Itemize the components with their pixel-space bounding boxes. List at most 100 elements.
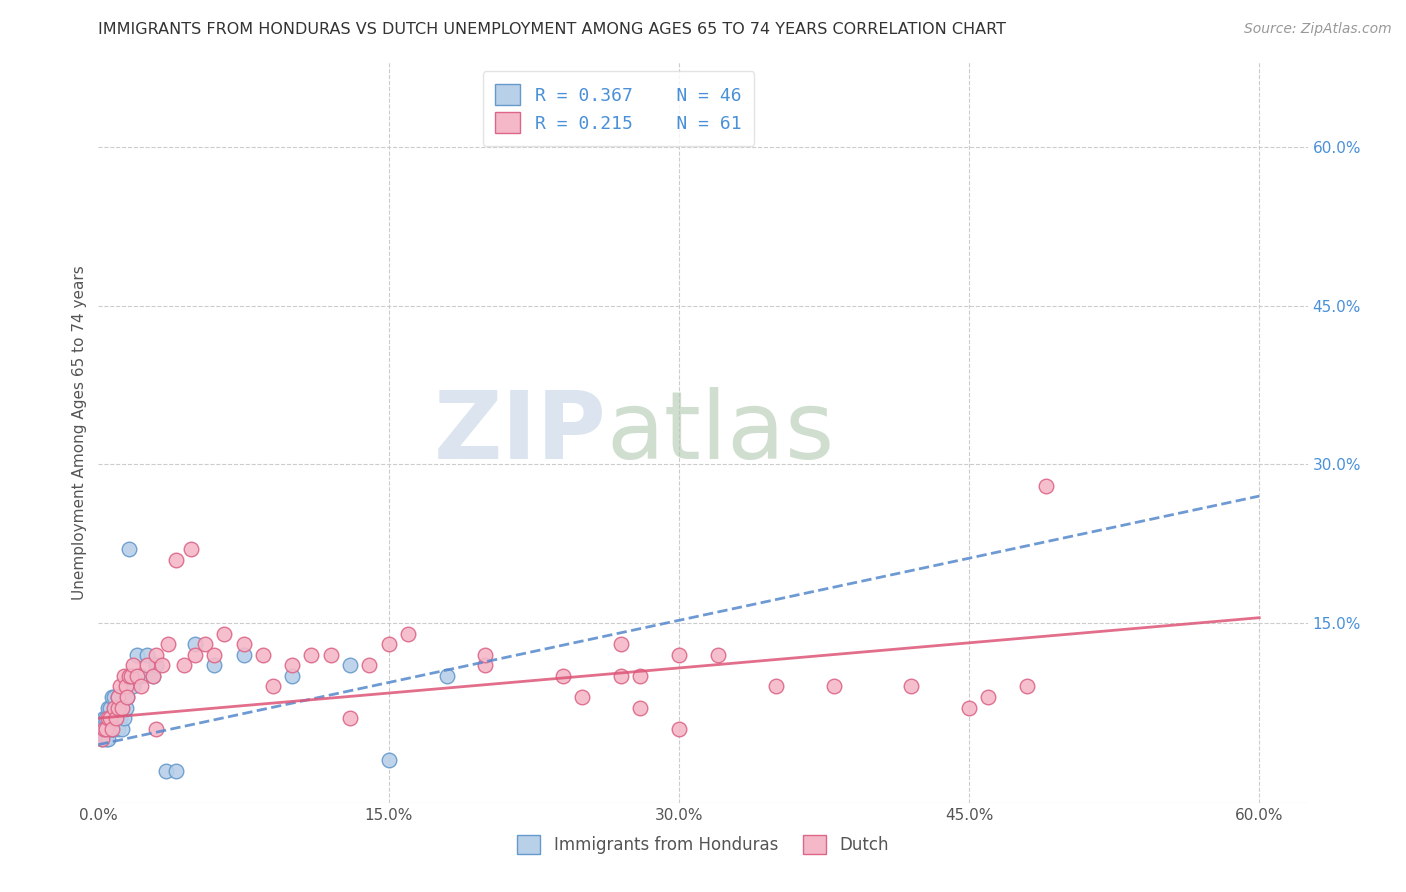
Point — [204, 648, 226, 662]
Point — [120, 669, 142, 683]
Point — [111, 700, 134, 714]
Point — [571, 690, 593, 704]
Point — [114, 700, 136, 714]
Point — [823, 680, 845, 694]
Point — [98, 711, 121, 725]
Point — [107, 722, 129, 736]
Point — [108, 680, 131, 694]
Text: atlas: atlas — [606, 386, 835, 479]
Point — [281, 658, 304, 673]
Point — [135, 658, 157, 673]
Point — [107, 700, 129, 714]
Point — [194, 637, 217, 651]
Point — [184, 637, 207, 651]
Point — [142, 669, 165, 683]
Point — [668, 722, 690, 736]
Point — [98, 722, 121, 736]
Point — [145, 722, 167, 736]
Point — [668, 648, 690, 662]
Point — [977, 690, 1000, 704]
Point — [108, 711, 131, 725]
Point — [103, 700, 125, 714]
Point — [765, 680, 787, 694]
Point — [114, 680, 136, 694]
Point — [359, 658, 381, 673]
Point — [107, 690, 129, 704]
Point — [212, 626, 235, 640]
Point — [145, 658, 167, 673]
Point — [551, 669, 574, 683]
Legend: Immigrants from Honduras, Dutch: Immigrants from Honduras, Dutch — [510, 829, 896, 861]
Point — [117, 690, 139, 704]
Point — [377, 754, 399, 768]
Point — [107, 690, 129, 704]
Point — [1015, 680, 1038, 694]
Point — [96, 722, 118, 736]
Point — [232, 648, 254, 662]
Point — [101, 722, 124, 736]
Point — [474, 658, 496, 673]
Point — [142, 669, 165, 683]
Point — [165, 764, 187, 778]
Point — [97, 711, 120, 725]
Point — [184, 648, 207, 662]
Point — [957, 700, 980, 714]
Point — [96, 711, 118, 725]
Point — [339, 658, 361, 673]
Point — [377, 637, 399, 651]
Point — [204, 658, 226, 673]
Point — [628, 669, 651, 683]
Point — [232, 637, 254, 651]
Point — [436, 669, 458, 683]
Point — [104, 711, 127, 725]
Point — [111, 700, 134, 714]
Point — [165, 552, 187, 566]
Point — [91, 732, 114, 747]
Point — [101, 722, 124, 736]
Point — [396, 626, 419, 640]
Point — [117, 690, 139, 704]
Point — [112, 711, 135, 725]
Point — [118, 669, 141, 683]
Point — [103, 690, 125, 704]
Point — [262, 680, 284, 694]
Point — [97, 700, 120, 714]
Point — [96, 732, 118, 747]
Point — [103, 722, 125, 736]
Point — [120, 669, 142, 683]
Point — [299, 648, 322, 662]
Point — [98, 700, 121, 714]
Point — [145, 648, 167, 662]
Point — [319, 648, 342, 662]
Point — [252, 648, 274, 662]
Point — [93, 711, 115, 725]
Point — [104, 711, 127, 725]
Point — [97, 732, 120, 747]
Point — [112, 669, 135, 683]
Point — [101, 690, 124, 704]
Point — [118, 541, 141, 556]
Point — [628, 700, 651, 714]
Point — [129, 669, 152, 683]
Point — [97, 722, 120, 736]
Point — [135, 648, 157, 662]
Text: IMMIGRANTS FROM HONDURAS VS DUTCH UNEMPLOYMENT AMONG AGES 65 TO 74 YEARS CORRELA: IMMIGRANTS FROM HONDURAS VS DUTCH UNEMPL… — [98, 22, 1007, 37]
Point — [339, 711, 361, 725]
Point — [474, 648, 496, 662]
Point — [93, 722, 115, 736]
Point — [157, 637, 180, 651]
Point — [1035, 478, 1057, 492]
Point — [107, 711, 129, 725]
Point — [150, 658, 173, 673]
Point — [91, 732, 114, 747]
Point — [93, 722, 115, 736]
Point — [98, 711, 121, 725]
Point — [610, 637, 633, 651]
Point — [900, 680, 922, 694]
Point — [610, 669, 633, 683]
Point — [155, 764, 177, 778]
Point — [127, 648, 149, 662]
Point — [281, 669, 304, 683]
Point — [101, 711, 124, 725]
Point — [104, 700, 127, 714]
